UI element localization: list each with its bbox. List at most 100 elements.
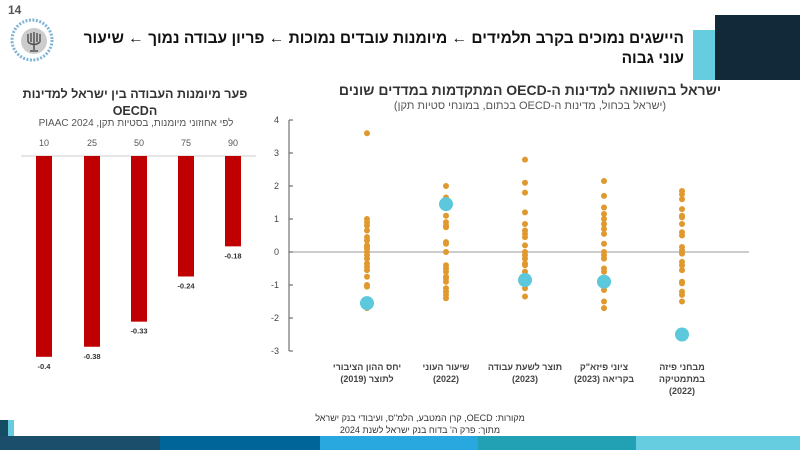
y-tick-label: 1 bbox=[274, 214, 279, 224]
bar-category-label: 25 bbox=[87, 138, 97, 148]
oecd-point bbox=[443, 249, 449, 255]
oecd-point bbox=[679, 291, 685, 298]
oecd-point bbox=[364, 255, 370, 262]
header-dark-block bbox=[715, 15, 800, 80]
oecd-point bbox=[443, 295, 449, 302]
oecd-point bbox=[364, 227, 370, 234]
bar-data-label: -0.33 bbox=[130, 327, 147, 336]
slide-title: היישגים נמוכים בקרב תלמידים ← מיומנות עו… bbox=[83, 30, 684, 67]
bar-chart-title: פער מיומנות העבודה בין ישראל למדינות הOE… bbox=[22, 87, 248, 118]
oecd-point bbox=[443, 212, 449, 219]
oecd-point bbox=[522, 220, 528, 227]
x-category-line: יחס ההון הציבורי bbox=[332, 362, 402, 372]
x-category-line: לתוצר (2019) bbox=[340, 374, 394, 384]
y-tick-label: -3 bbox=[271, 346, 279, 356]
oecd-point bbox=[364, 222, 370, 229]
bar bbox=[84, 156, 100, 347]
scatter-chart: 4 3 2 1 0 -1 -2 -3 bbox=[271, 115, 749, 356]
oecd-point bbox=[601, 255, 607, 262]
bar bbox=[36, 156, 52, 357]
oecd-point bbox=[522, 255, 528, 262]
israel-point bbox=[439, 197, 453, 212]
x-category-line: מבחני פיזה bbox=[659, 362, 705, 372]
oecd-point bbox=[522, 179, 528, 186]
israel-point bbox=[597, 274, 611, 289]
oecd-point bbox=[679, 232, 685, 239]
bar-category-label: 50 bbox=[134, 138, 144, 148]
y-tick-label: -1 bbox=[271, 280, 279, 290]
oecd-point bbox=[522, 262, 528, 269]
y-tick-label: -2 bbox=[271, 313, 279, 323]
oecd-point bbox=[601, 305, 607, 312]
footer-mini-block bbox=[8, 420, 14, 436]
footer-bar bbox=[0, 436, 160, 450]
bar-data-label: -0.18 bbox=[224, 251, 241, 260]
bar-data-label: -0.24 bbox=[177, 281, 195, 290]
x-category-label: יחס ההון הציבורי לתוצר (2019) bbox=[322, 361, 412, 385]
footer-bar bbox=[636, 436, 800, 450]
oecd-point bbox=[601, 216, 607, 222]
scatter-chart-title: ישראל בהשוואה למדינות ה-OECD המתקדמות במ… bbox=[338, 82, 722, 98]
x-category-label: תוצר לשעת עבודה (2023) bbox=[480, 361, 570, 385]
source-line: מקורות: OECD, קרן המטבע, הלמ"ס, ועיבודי … bbox=[315, 413, 525, 423]
oecd-point bbox=[679, 196, 685, 203]
oecd-point bbox=[522, 242, 528, 249]
oecd-point bbox=[364, 283, 370, 290]
oecd-point bbox=[601, 240, 607, 247]
y-tick-label: 2 bbox=[274, 181, 279, 191]
oecd-point bbox=[601, 192, 607, 199]
x-category-line: (2023) bbox=[511, 374, 539, 384]
bar-chart: 10 -0.4 25 -0.38 50 -0.33 75 -0.24 90 -0.18 bbox=[21, 138, 256, 371]
footer-bar bbox=[320, 436, 478, 450]
x-category-line: (2022) bbox=[668, 386, 696, 396]
oecd-point bbox=[522, 209, 528, 216]
header-accent-block bbox=[693, 30, 715, 80]
oecd-point bbox=[364, 237, 370, 244]
oecd-point bbox=[679, 250, 685, 257]
oecd-point bbox=[522, 234, 528, 241]
oecd-point bbox=[601, 230, 607, 237]
x-category-line: בקריאה (2023) bbox=[573, 374, 635, 384]
x-category-label: ציוני פיזא"ק בקריאה (2023) bbox=[559, 361, 649, 385]
footer-bar bbox=[478, 436, 636, 450]
oecd-point bbox=[443, 278, 449, 285]
oecd-point bbox=[601, 268, 607, 275]
x-category-line: במתמטיקה bbox=[658, 374, 706, 384]
oecd-point bbox=[679, 298, 685, 305]
oecd-point bbox=[443, 183, 449, 189]
bar-category-label: 75 bbox=[181, 138, 191, 148]
oecd-point bbox=[601, 178, 607, 185]
x-category-line: תוצר לשעת עבודה bbox=[487, 362, 563, 372]
oecd-point bbox=[522, 189, 528, 196]
oecd-point bbox=[443, 224, 449, 231]
oecd-point bbox=[364, 130, 370, 137]
oecd-point bbox=[364, 273, 370, 280]
oecd-point bbox=[601, 211, 607, 218]
oecd-point bbox=[443, 240, 449, 247]
israel-point bbox=[518, 273, 532, 288]
x-category-line: ציוני פיזא"ק bbox=[579, 362, 629, 372]
bar-category-label: 10 bbox=[39, 138, 49, 148]
israel-point bbox=[675, 327, 689, 342]
footer-bar bbox=[160, 436, 320, 450]
oecd-point bbox=[679, 206, 685, 213]
bank-of-israel-logo bbox=[10, 18, 54, 62]
bar-chart-subtitle: לפי אחוזוני מיומנות, בסטיות תקן, PIAAC 2… bbox=[38, 118, 234, 129]
excerpt-line: מתוך: פרק ה' בדוח בנק ישראל לשנת 2024 bbox=[339, 425, 501, 435]
oecd-point bbox=[601, 220, 607, 227]
bar-data-label: -0.4 bbox=[38, 362, 52, 371]
oecd-point bbox=[679, 220, 685, 227]
bar bbox=[131, 156, 147, 322]
oecd-point bbox=[443, 268, 449, 275]
bar-data-label: -0.38 bbox=[83, 352, 100, 361]
y-tick-label: 4 bbox=[274, 115, 279, 125]
oecd-point bbox=[601, 204, 607, 211]
scatter-chart-subtitle: (ישראל בכחול, מדינות ה-OECD בכתום, במונח… bbox=[393, 100, 667, 112]
oecd-point bbox=[522, 293, 528, 300]
oecd-point bbox=[679, 191, 685, 198]
bar bbox=[225, 156, 241, 247]
y-tick-label: 0 bbox=[274, 247, 279, 257]
oecd-point bbox=[679, 262, 685, 269]
bar bbox=[178, 156, 194, 277]
x-category-label: שיעור העוני (2022) bbox=[401, 361, 491, 385]
